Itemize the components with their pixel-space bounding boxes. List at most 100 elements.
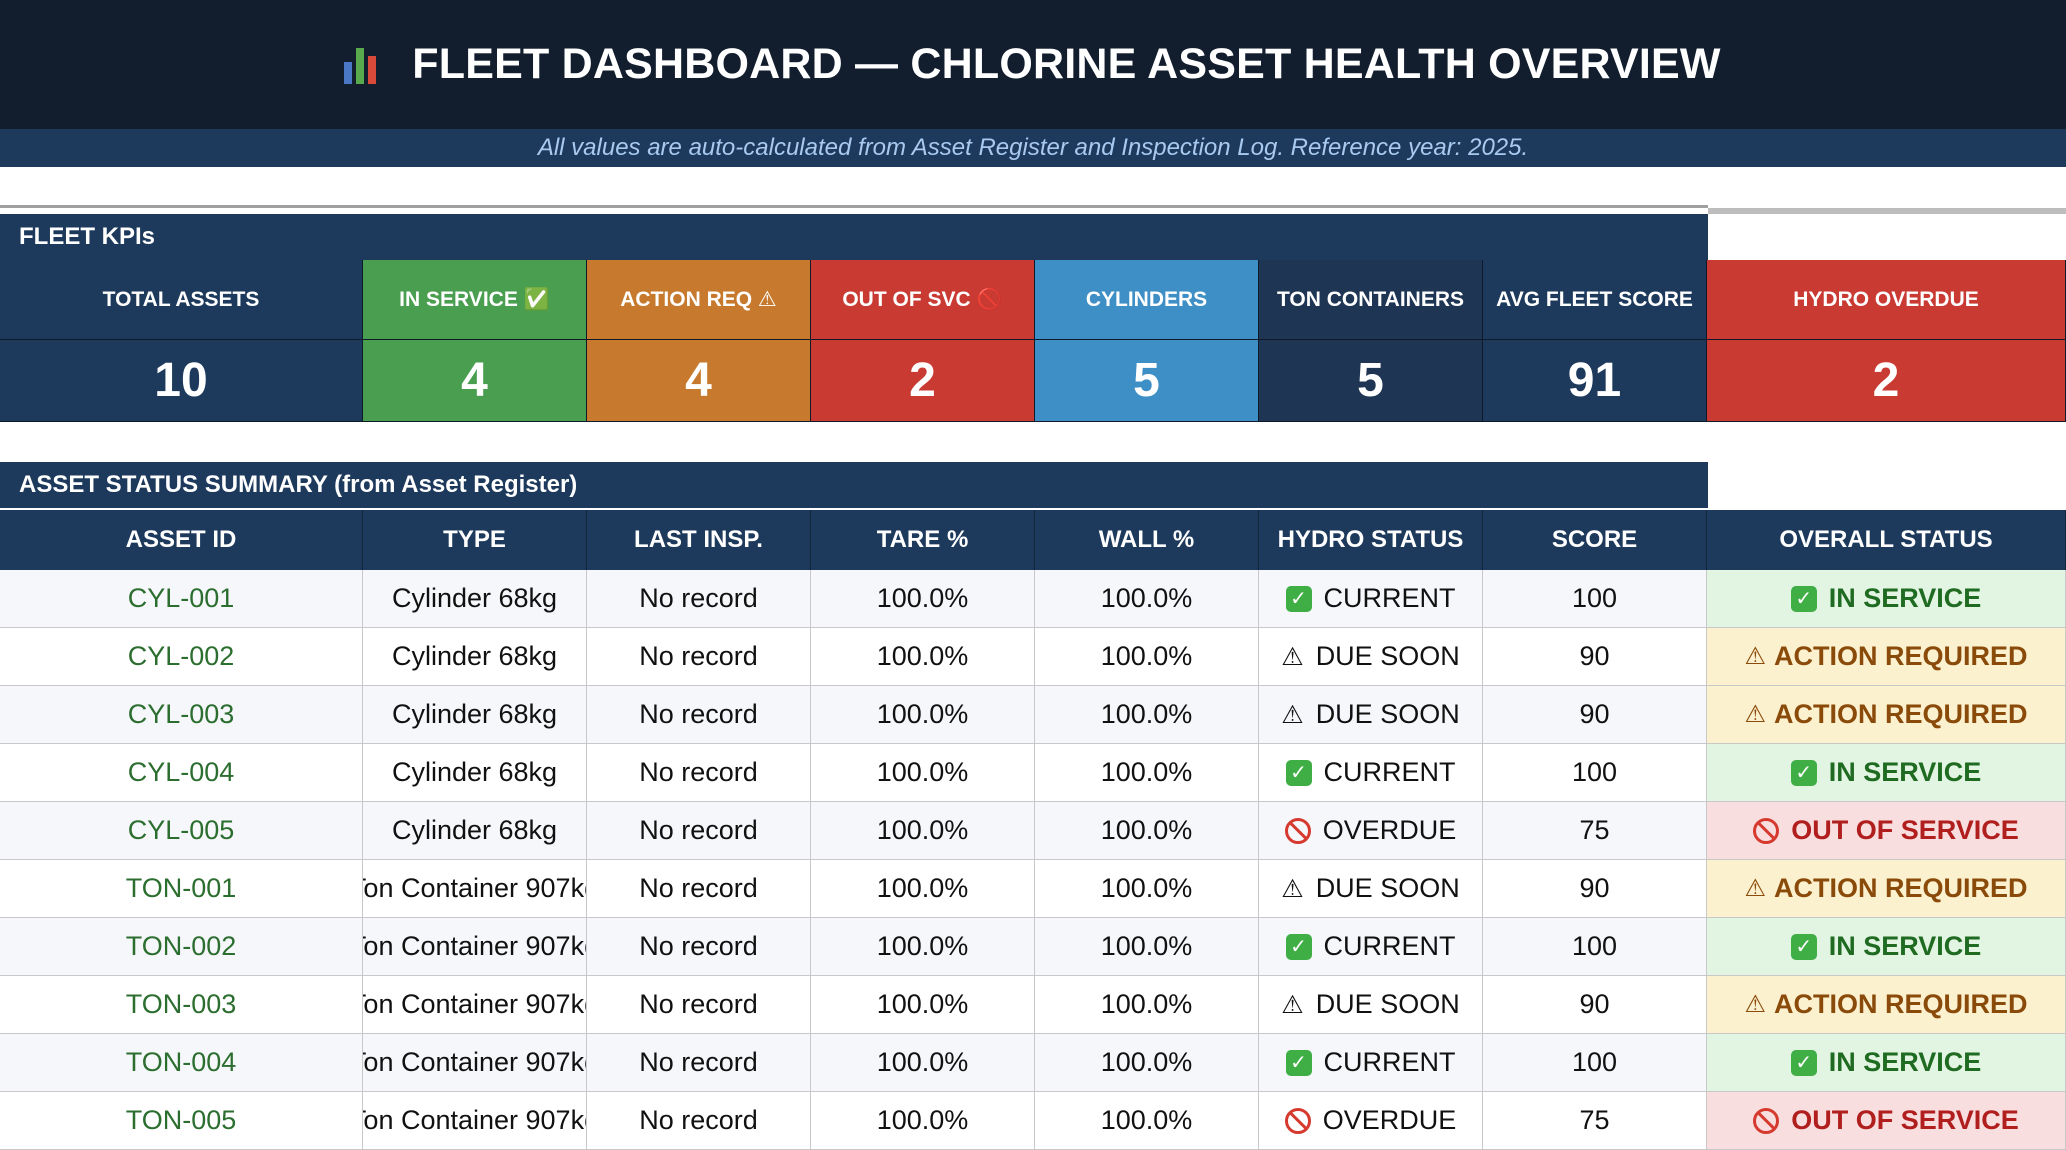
column-header[interactable]: SCORE <box>1483 510 1707 570</box>
overall-status-cell[interactable]: ⚠ ACTION REQUIRED <box>1707 860 2066 918</box>
score-cell[interactable]: 90 <box>1483 976 1707 1034</box>
last-inspection-cell[interactable]: No record <box>587 686 811 744</box>
last-inspection-cell[interactable]: No record <box>587 802 811 860</box>
score-cell[interactable]: 90 <box>1483 860 1707 918</box>
score-text: 90 <box>1579 873 1610 903</box>
column-header[interactable]: HYDRO STATUS <box>1259 510 1483 570</box>
score-cell[interactable]: 100 <box>1483 570 1707 628</box>
table-row[interactable]: TON-004 Ton Container 907kg No record 100.0… <box>0 1034 2066 1092</box>
last-inspection-cell[interactable]: No record <box>587 918 811 976</box>
last-inspection-cell[interactable]: No record <box>587 976 811 1034</box>
asset-id-cell[interactable]: CYL-001 <box>0 570 363 628</box>
asset-id-cell[interactable]: CYL-004 <box>0 744 363 802</box>
overall-status-cell[interactable]: ⚠ ACTION REQUIRED <box>1707 976 2066 1034</box>
tare-cell[interactable]: 100.0% <box>811 744 1035 802</box>
score-cell[interactable]: 90 <box>1483 686 1707 744</box>
overall-status-cell[interactable]: OUT OF SERVICE <box>1707 802 2066 860</box>
last-inspection-cell[interactable]: No record <box>587 744 811 802</box>
table-row[interactable]: TON-002 Ton Container 907kg No record 100.0… <box>0 918 2066 976</box>
tare-cell[interactable]: 100.0% <box>811 1034 1035 1092</box>
asset-id-cell[interactable]: TON-004 <box>0 1034 363 1092</box>
asset-id-cell[interactable]: TON-005 <box>0 1092 363 1150</box>
hydro-status-cell[interactable]: OVERDUE <box>1259 1092 1483 1150</box>
column-header[interactable]: OVERALL STATUS <box>1707 510 2066 570</box>
table-row[interactable]: TON-003 Ton Container 907kg No record 100.0… <box>0 976 2066 1034</box>
hydro-status-cell[interactable]: ⚠ DUE SOON <box>1259 976 1483 1034</box>
hydro-status-cell[interactable]: OVERDUE <box>1259 802 1483 860</box>
overall-status-cell[interactable]: ⚠ ACTION REQUIRED <box>1707 686 2066 744</box>
type-cell[interactable]: Ton Container 907kg <box>363 860 587 918</box>
table-row[interactable]: CYL-004 Cylinder 68kg No record 100.0% 100.0… <box>0 744 2066 802</box>
column-header[interactable]: ASSET ID <box>0 510 363 570</box>
asset-id-cell[interactable]: TON-003 <box>0 976 363 1034</box>
tare-cell[interactable]: 100.0% <box>811 860 1035 918</box>
type-cell[interactable]: Cylinder 68kg <box>363 744 587 802</box>
wall-cell[interactable]: 100.0% <box>1035 686 1259 744</box>
wall-cell[interactable]: 100.0% <box>1035 976 1259 1034</box>
column-header[interactable]: TYPE <box>363 510 587 570</box>
last-inspection-cell[interactable]: No record <box>587 1034 811 1092</box>
tare-cell[interactable]: 100.0% <box>811 686 1035 744</box>
table-row[interactable]: TON-001 Ton Container 907kg No record 100.0… <box>0 860 2066 918</box>
wall-cell[interactable]: 100.0% <box>1035 1092 1259 1150</box>
wall-cell[interactable]: 100.0% <box>1035 860 1259 918</box>
hydro-status-cell[interactable]: ✓ CURRENT <box>1259 918 1483 976</box>
wall-cell[interactable]: 100.0% <box>1035 744 1259 802</box>
wall-cell[interactable]: 100.0% <box>1035 802 1259 860</box>
column-header[interactable]: LAST INSP. <box>587 510 811 570</box>
type-cell[interactable]: Ton Container 907kg <box>363 976 587 1034</box>
score-cell[interactable]: 75 <box>1483 1092 1707 1150</box>
last-inspection-cell[interactable]: No record <box>587 570 811 628</box>
overall-status-cell[interactable]: ✓ IN SERVICE <box>1707 744 2066 802</box>
score-cell[interactable]: 75 <box>1483 802 1707 860</box>
asset-id-text: CYL-001 <box>127 583 235 613</box>
type-cell[interactable]: Ton Container 907kg <box>363 918 587 976</box>
overall-status-cell[interactable]: ✓ IN SERVICE <box>1707 570 2066 628</box>
last-inspection-cell[interactable]: No record <box>587 1092 811 1150</box>
asset-id-cell[interactable]: TON-002 <box>0 918 363 976</box>
table-row[interactable]: CYL-005 Cylinder 68kg No record 100.0% 100.0… <box>0 802 2066 860</box>
table-row[interactable]: CYL-003 Cylinder 68kg No record 100.0% 100.0… <box>0 686 2066 744</box>
asset-id-cell[interactable]: CYL-002 <box>0 628 363 686</box>
last-inspection-cell[interactable]: No record <box>587 860 811 918</box>
column-header[interactable]: TARE % <box>811 510 1035 570</box>
type-cell[interactable]: Cylinder 68kg <box>363 686 587 744</box>
wall-cell[interactable]: 100.0% <box>1035 628 1259 686</box>
tare-cell[interactable]: 100.0% <box>811 976 1035 1034</box>
overall-status-cell[interactable]: ⚠ ACTION REQUIRED <box>1707 628 2066 686</box>
overall-status-cell[interactable]: ✓ IN SERVICE <box>1707 1034 2066 1092</box>
type-cell[interactable]: Cylinder 68kg <box>363 628 587 686</box>
wall-cell[interactable]: 100.0% <box>1035 1034 1259 1092</box>
tare-cell[interactable]: 100.0% <box>811 802 1035 860</box>
type-cell[interactable]: Ton Container 907kg <box>363 1034 587 1092</box>
hydro-status-cell[interactable]: ⚠ DUE SOON <box>1259 860 1483 918</box>
asset-id-cell[interactable]: CYL-003 <box>0 686 363 744</box>
tare-cell[interactable]: 100.0% <box>811 918 1035 976</box>
type-cell[interactable]: Cylinder 68kg <box>363 802 587 860</box>
score-cell[interactable]: 100 <box>1483 918 1707 976</box>
hydro-status-cell[interactable]: ✓ CURRENT <box>1259 1034 1483 1092</box>
tare-cell[interactable]: 100.0% <box>811 1092 1035 1150</box>
type-cell[interactable]: Ton Container 907kg <box>363 1092 587 1150</box>
hydro-status-cell[interactable]: ✓ CURRENT <box>1259 744 1483 802</box>
hydro-status-cell[interactable]: ⚠ DUE SOON <box>1259 686 1483 744</box>
asset-id-cell[interactable]: CYL-005 <box>0 802 363 860</box>
wall-cell[interactable]: 100.0% <box>1035 570 1259 628</box>
table-row[interactable]: CYL-001 Cylinder 68kg No record 100.0% 100.0… <box>0 570 2066 628</box>
type-cell[interactable]: Cylinder 68kg <box>363 570 587 628</box>
last-inspection-cell[interactable]: No record <box>587 628 811 686</box>
hydro-status-cell[interactable]: ✓ CURRENT <box>1259 570 1483 628</box>
score-cell[interactable]: 100 <box>1483 744 1707 802</box>
wall-cell[interactable]: 100.0% <box>1035 918 1259 976</box>
overall-status-cell[interactable]: OUT OF SERVICE <box>1707 1092 2066 1150</box>
score-cell[interactable]: 100 <box>1483 1034 1707 1092</box>
hydro-status-cell[interactable]: ⚠ DUE SOON <box>1259 628 1483 686</box>
score-cell[interactable]: 90 <box>1483 628 1707 686</box>
overall-status-cell[interactable]: ✓ IN SERVICE <box>1707 918 2066 976</box>
asset-id-cell[interactable]: TON-001 <box>0 860 363 918</box>
tare-cell[interactable]: 100.0% <box>811 570 1035 628</box>
column-header[interactable]: WALL % <box>1035 510 1259 570</box>
table-row[interactable]: CYL-002 Cylinder 68kg No record 100.0% 100.0… <box>0 628 2066 686</box>
table-row[interactable]: TON-005 Ton Container 907kg No record 100.0… <box>0 1092 2066 1150</box>
tare-cell[interactable]: 100.0% <box>811 628 1035 686</box>
